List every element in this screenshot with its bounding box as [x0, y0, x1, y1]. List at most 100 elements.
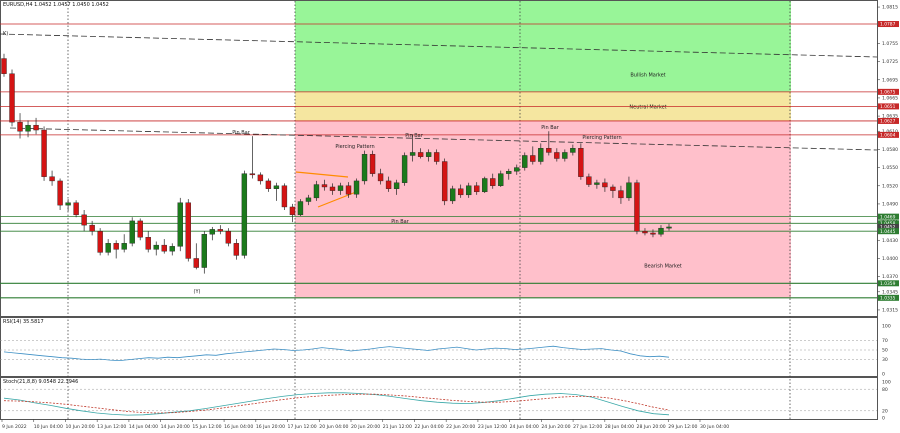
annotation-label: (Y) — [194, 289, 201, 295]
candle-body — [313, 184, 320, 199]
rsi-level-label: 70 — [882, 338, 888, 344]
price-tick-label: 1.0520 — [882, 183, 898, 189]
price-tick-label: 1.0430 — [882, 238, 898, 244]
annotation-label: Pin Bar — [541, 125, 560, 131]
price-tick-label: 1.0725 — [882, 59, 898, 65]
candle-body — [482, 178, 488, 193]
candles — [1, 53, 672, 274]
candle-body — [417, 152, 424, 157]
price-tag-box — [878, 131, 899, 138]
stoch-level-label: 20 — [882, 408, 888, 414]
candle-body — [546, 148, 552, 153]
candle-body — [273, 185, 280, 189]
candle-body — [562, 152, 568, 159]
time-tick-label: 23 Jun 12:00 — [478, 424, 507, 430]
time-tick-label: 24 Jun 04:00 — [510, 424, 539, 430]
candle-body — [49, 176, 55, 182]
trendline-upper — [0, 33, 878, 58]
trendlines — [0, 33, 878, 208]
time-tick-label: 14 Jun 20:00 — [161, 424, 190, 430]
price-tag-box — [878, 213, 899, 220]
candle-body — [169, 246, 175, 252]
candle-body — [241, 173, 248, 256]
rsi-header: RSI(14) 35.5817 — [3, 319, 44, 325]
candle-body — [97, 230, 103, 253]
candle-body — [345, 185, 352, 195]
candle-body — [337, 185, 344, 191]
candle-body — [161, 244, 167, 252]
time-tick-label: 22 Jun 04:00 — [414, 424, 443, 430]
price-tick-label: 1.0755 — [882, 41, 898, 47]
candle-body — [425, 152, 432, 157]
rsi-level-label: 30 — [882, 357, 888, 363]
time-tick-label: 20 Jun 04:00 — [319, 424, 348, 430]
candle-body — [377, 173, 384, 182]
candle-body — [1, 58, 7, 74]
price-tag-label: 1.0458 — [880, 221, 896, 227]
candle-body — [265, 180, 272, 189]
stoch-panel-frame — [0, 377, 878, 420]
time-tick-label: 16 Jun 20:00 — [256, 424, 285, 430]
rsi-panel-frame — [0, 317, 878, 377]
candle-body — [514, 167, 520, 172]
candle-body — [121, 243, 127, 250]
candle-body — [209, 229, 215, 235]
price-tag-label: 1.0675 — [880, 89, 896, 95]
candle-body — [618, 190, 624, 199]
time-tick-label: 28 Jun 20:00 — [637, 424, 666, 430]
rsi-panel: 100 70 50 30 0 — [0, 324, 891, 378]
candle-body — [33, 124, 39, 131]
rsi-line — [3, 345, 670, 362]
candle-body — [498, 173, 504, 186]
candle-body — [666, 226, 672, 229]
time-tick-label: 22 Jun 20:00 — [446, 424, 475, 430]
candle-body — [642, 230, 648, 234]
candle-body — [538, 148, 544, 162]
pattern-annotations: Pin Bar Piercing Pattern Pin Bar Pin Bar Pie… — [3, 31, 622, 295]
candle-body — [9, 73, 15, 123]
zone-label: Bullish Market — [630, 73, 665, 79]
candle-body — [321, 184, 328, 188]
rsi-level-label: 0 — [882, 372, 885, 378]
annotation-label: K) — [3, 31, 8, 37]
rsi-level-label: 50 — [882, 348, 888, 354]
candle-body — [506, 171, 512, 174]
zone-0 — [295, 1, 791, 92]
candle-body — [610, 186, 616, 191]
price-tag-label: 1.0452 — [880, 225, 896, 231]
price-tag-box — [878, 280, 899, 287]
price-tag-box — [878, 117, 899, 124]
price-tick-label: 1.0345 — [882, 289, 898, 295]
candle-body — [650, 232, 656, 235]
time-tick-label: 14 Jun 04:00 — [129, 424, 158, 430]
symbol-header: EURUSD,H4 1.0452 1.0457 1.0450 1.0452 — [3, 2, 109, 8]
candle-body — [89, 224, 95, 232]
price-tag-label: 1.0651 — [880, 104, 896, 110]
time-axis: 9 Jun 2022 10 Jun 04:00 10 Jun 20:00 13 Jun… — [1, 419, 729, 430]
candle-body — [474, 185, 480, 193]
candle-body — [466, 185, 472, 196]
time-tick-label: 21 Jun 12:00 — [383, 424, 412, 430]
time-tick-label: 24 Jun 20:00 — [541, 424, 570, 430]
price-tag-box — [878, 220, 899, 227]
time-tick-label: 10 Jun 04:00 — [34, 424, 63, 430]
candle-body — [522, 155, 528, 168]
candle-body — [634, 182, 640, 232]
candle-body — [281, 185, 288, 208]
candle-body — [393, 182, 400, 189]
price-tag-label: 1.0445 — [880, 229, 896, 235]
price-tag-box — [878, 88, 899, 95]
price-tick-label: 1.0815 — [882, 5, 898, 11]
candle-body — [233, 243, 240, 256]
price-tick-label: 1.0370 — [882, 274, 898, 280]
price-tick-label: 1.0550 — [882, 165, 898, 171]
candle-body — [401, 155, 408, 183]
candle-body — [25, 124, 31, 132]
candle-body — [658, 227, 664, 235]
candle-body — [449, 188, 456, 202]
candle-body — [329, 186, 336, 191]
candle-body — [73, 202, 79, 216]
candle-body — [458, 188, 464, 196]
price-tag-box — [878, 228, 899, 235]
